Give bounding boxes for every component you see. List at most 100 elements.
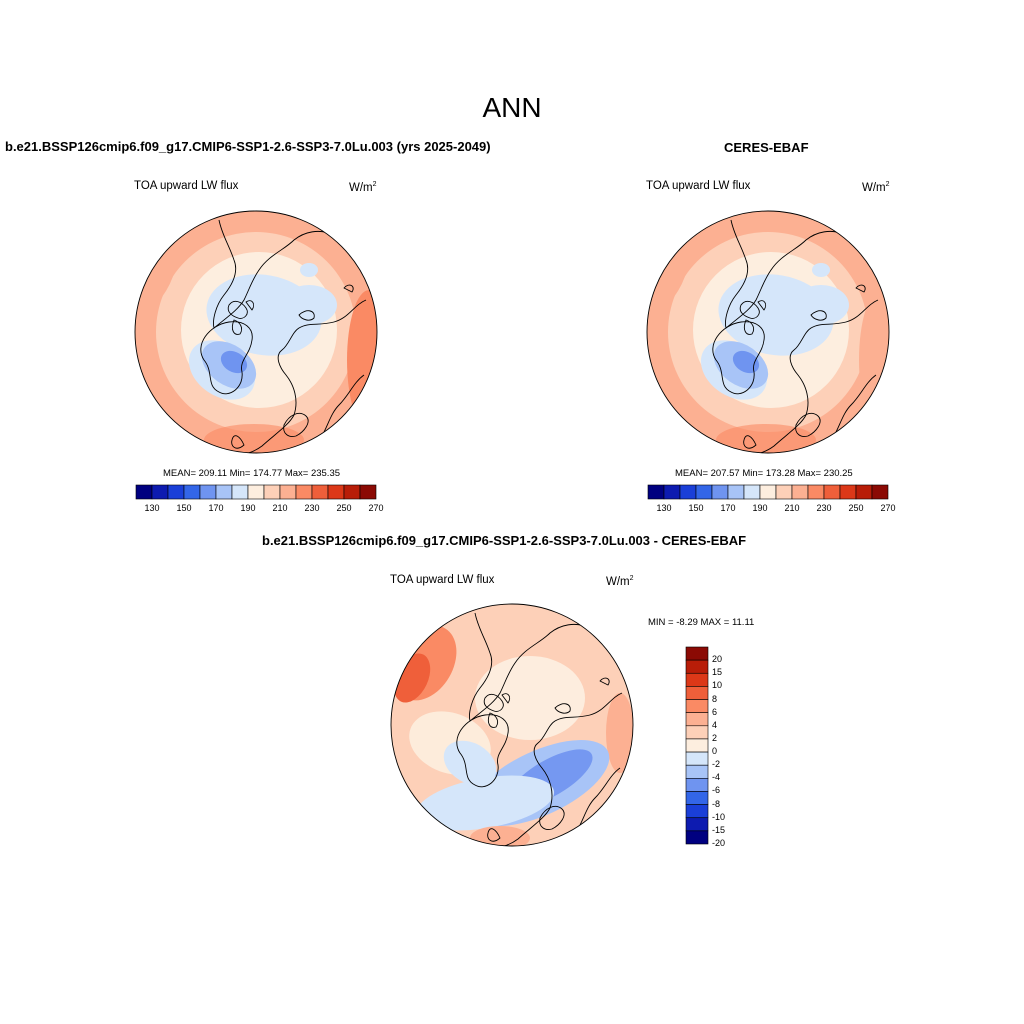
colorbar-box (167, 484, 185, 500)
colorbar-box (759, 484, 777, 500)
colorbar-tick-label: 150 (176, 503, 192, 513)
colorbar-box (685, 791, 709, 805)
colorbar-tick-label: -2 (712, 759, 721, 770)
coastline-islands (298, 284, 354, 321)
panel2-unit: W/m2 (862, 181, 890, 194)
panel3-unit: W/m2 (606, 575, 634, 588)
coastline-greenland (200, 321, 253, 395)
coastline-eurasia (753, 299, 879, 453)
colorbar-box (663, 484, 681, 500)
field-region (347, 290, 377, 430)
coastline-islands (554, 677, 610, 714)
map-field (135, 211, 377, 453)
coastline-iceland (743, 435, 757, 449)
panel2-stats: MEAN= 207.57 Min= 173.28 Max= 230.25 (675, 468, 853, 479)
colorbar-box (215, 484, 233, 500)
colorbar-tick-label: -15 (712, 824, 726, 835)
coastline-europe (579, 767, 621, 826)
colorbar-box (685, 646, 709, 661)
panel1-unit: W/m2 (349, 181, 377, 194)
coastline-europe (323, 374, 365, 433)
colorbar-tick-label: 210 (784, 503, 800, 513)
colorbar-tick-label: 6 (712, 706, 718, 717)
panel2-variable-label: TOA upward LW flux (646, 180, 751, 192)
panel3-polar-map (390, 603, 634, 847)
field-region (606, 693, 633, 773)
colorbar-box (359, 484, 377, 500)
colorbar-tick-label: 270 (368, 503, 384, 513)
colorbar-box (695, 484, 713, 500)
colorbar-box (685, 686, 709, 700)
colorbar-tick-label: 230 (304, 503, 320, 513)
colorbar-tick-label: 4 (712, 719, 718, 730)
colorbar-box (775, 484, 793, 500)
coastline-canadian-archipelago (739, 300, 767, 335)
panel3-colorbar (685, 646, 709, 845)
colorbar-box (685, 778, 709, 792)
coastline-greenland (456, 714, 509, 788)
colorbar-tick-label: 10 (712, 680, 723, 691)
panel3-variable-label: TOA upward LW flux (390, 574, 495, 586)
panel1-stats: MEAN= 209.11 Min= 174.77 Max= 235.35 (163, 468, 341, 479)
field-region (300, 263, 318, 277)
panel2-title: CERES-EBAF (724, 140, 809, 155)
colorbar-box (231, 484, 249, 500)
field-region (859, 290, 889, 430)
colorbar-box (685, 712, 709, 727)
colorbar-tick-label: 20 (712, 654, 723, 665)
map-boundary-circle (390, 603, 634, 847)
colorbar-box (685, 830, 709, 845)
coastline-scandinavia (795, 413, 821, 437)
colorbar-box (295, 484, 313, 500)
colorbar-box (743, 484, 761, 500)
colorbar-tick-label: 250 (848, 503, 864, 513)
coastline-europe (835, 374, 877, 433)
colorbar-box (135, 484, 153, 500)
coastline-scandinavia (283, 413, 309, 437)
coastline-eurasia (241, 299, 367, 453)
colorbar-box (727, 484, 745, 500)
colorbar-tick-label: 210 (272, 503, 288, 513)
colorbar-tick-label: 130 (656, 503, 672, 513)
colorbar-box (199, 484, 217, 500)
colorbar-box (343, 484, 361, 500)
colorbar-tick-label: 150 (688, 503, 704, 513)
coastline-canadian-archipelago (483, 693, 511, 728)
colorbar-tick-label: 0 (712, 746, 718, 757)
colorbar-box (183, 484, 201, 500)
coastline-iceland (487, 828, 501, 842)
greenland-region (732, 350, 760, 374)
colorbar-box (685, 659, 709, 674)
panel3-stats: MIN = -8.29 MAX = 11.11 (648, 617, 755, 628)
colorbar-tick-label: -6 (712, 785, 721, 796)
colorbar-box (871, 484, 889, 500)
map-field (647, 211, 889, 453)
coastline-scandinavia (539, 806, 565, 830)
arctic-ocean (793, 285, 849, 325)
colorbar-box (647, 484, 665, 500)
coastline-eurasia (497, 692, 623, 846)
field-region (415, 775, 555, 831)
colorbar-tick-label: -20 (712, 838, 726, 848)
greenland-region (220, 350, 248, 374)
colorbar-tick-label: 250 (336, 503, 352, 513)
colorbar-tick-label: 170 (720, 503, 736, 513)
map-boundary-circle (134, 210, 378, 454)
colorbar-box (685, 764, 709, 779)
panel2-polar-map (646, 210, 890, 454)
arctic-ocean (281, 285, 337, 325)
panel1-title: b.e21.BSSP126cmip6.f09_g17.CMIP6-SSP1-2.… (5, 139, 491, 154)
colorbar-box (327, 484, 345, 500)
map-field (391, 604, 633, 846)
colorbar-box (685, 672, 709, 687)
colorbar-box (685, 725, 709, 740)
main-title: ANN (482, 92, 542, 123)
colorbar-box (839, 484, 857, 500)
colorbar-box (151, 484, 169, 500)
colorbar-box (685, 699, 709, 713)
panel1-colorbar (135, 484, 377, 500)
colorbar-box (855, 484, 873, 500)
colorbar-box (823, 484, 841, 500)
colorbar-box (279, 484, 297, 500)
field-region (443, 740, 497, 786)
